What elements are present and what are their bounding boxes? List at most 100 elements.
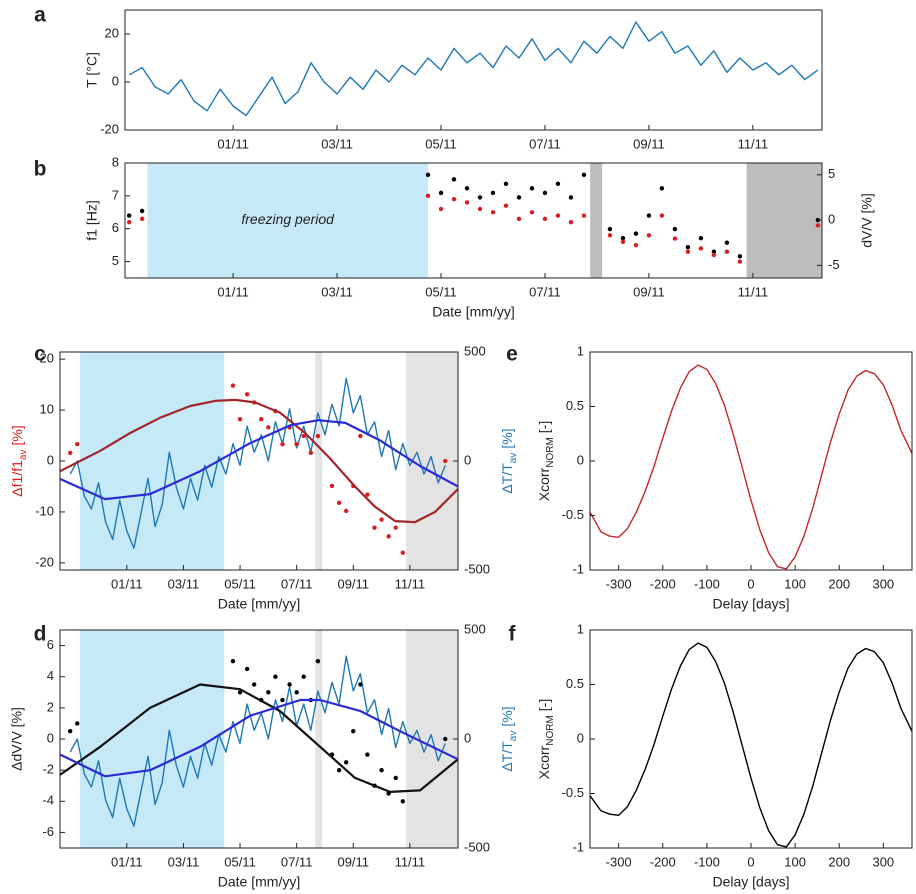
data-point: [237, 690, 243, 695]
data-point: [336, 767, 342, 773]
y-axis-label-main: Xcorr: [536, 467, 552, 501]
y-axis-label: T [°C]: [84, 52, 100, 88]
data-point: [230, 383, 236, 388]
y-axis-label-unit: [-]: [536, 699, 552, 711]
data-point: [737, 254, 743, 259]
x-tick-label: 09/11: [633, 136, 665, 151]
y2-tick-label: 500: [464, 621, 486, 636]
plot-area: [126, 163, 822, 278]
x-tick-label: 09/11: [337, 576, 369, 591]
data-point: [711, 252, 717, 258]
y2-axis-label-main: ΔT/T: [499, 463, 515, 494]
y-tick-label: -6: [42, 824, 54, 839]
y-axis-label-sub: av: [18, 450, 29, 461]
data-point: [503, 181, 509, 187]
y-tick-label: -4: [42, 793, 54, 808]
y-tick-label: -0.5: [562, 507, 584, 522]
y2-tick-label: 500: [464, 343, 486, 358]
y-tick-label: 10: [40, 402, 54, 417]
x-tick-label: 07/11: [281, 576, 313, 591]
data-point: [266, 690, 271, 695]
x-tick-label: 01/11: [217, 136, 249, 151]
x-axis-label: Delay [days]: [712, 874, 789, 890]
data-point: [438, 206, 444, 212]
x-tick-label: 05/11: [425, 284, 457, 299]
y2-tick-label: -500: [464, 839, 490, 854]
y-tick-label: -20: [35, 554, 54, 569]
y2-tick-label: 0: [464, 452, 471, 467]
data-point: [393, 775, 398, 781]
data-point: [633, 231, 639, 236]
data-point: [75, 721, 80, 726]
data-point: [607, 233, 613, 238]
data-point: [280, 697, 285, 703]
y2-tick-label: -500: [464, 561, 490, 576]
data-point: [581, 172, 587, 177]
panel-label: a: [34, 4, 46, 27]
data-point: [400, 550, 406, 555]
data-point: [139, 216, 145, 222]
data-point: [329, 483, 335, 489]
x-tick-label: 01/11: [111, 854, 143, 869]
data-point: [724, 240, 730, 245]
data-line: [590, 642, 912, 848]
y-axis-label: XcorrNORM [-]: [536, 699, 556, 779]
data-point: [685, 249, 691, 254]
data-point: [607, 226, 613, 232]
data-point: [287, 682, 292, 687]
plot-area: [60, 352, 458, 570]
data-point: [568, 219, 574, 225]
data-point: [315, 658, 321, 664]
x-tick-label: 05/11: [425, 136, 457, 151]
y-axis-label: Δf1/f1av [%]: [9, 425, 29, 496]
data-point: [451, 177, 457, 182]
panel-label: d: [34, 623, 47, 646]
data-point: [425, 172, 431, 177]
data-point: [451, 196, 457, 202]
data-point: [251, 682, 257, 687]
data-point: [633, 242, 639, 248]
y-tick-label: -10: [35, 503, 54, 518]
y-tick-label: -20: [100, 121, 119, 136]
y2-axis-label: dV/V [%]: [859, 193, 875, 247]
x-tick-label: 09/11: [337, 854, 369, 869]
y-tick-label: 20: [40, 351, 54, 366]
data-point: [672, 226, 678, 232]
y2-tick-label: 0: [828, 211, 835, 226]
data-point: [379, 767, 384, 773]
data-point: [443, 736, 448, 742]
data-point: [244, 666, 250, 672]
data-point: [516, 195, 522, 200]
x-tick-label: 11/11: [395, 854, 426, 869]
y-axis-label: XcorrNORM [-]: [536, 421, 556, 501]
data-point: [568, 195, 574, 200]
data-point: [372, 525, 377, 530]
data-point: [379, 517, 384, 522]
data-point: [815, 223, 821, 228]
data-point: [336, 500, 342, 505]
data-point: [620, 235, 626, 241]
y-tick-label: 0: [47, 452, 54, 467]
shaded-label: freezing period: [241, 211, 335, 227]
data-point: [273, 674, 278, 679]
x-tick-label: 200: [828, 576, 850, 591]
x-axis-label: Delay [days]: [712, 596, 789, 612]
data-line: [60, 398, 458, 524]
y2-axis-label: ΔT/Tav [%]: [499, 706, 519, 771]
data-point: [126, 213, 132, 218]
data-point: [490, 190, 496, 196]
x-tick-label: 07/11: [529, 284, 561, 299]
data-point: [542, 190, 548, 196]
y2-axis-label-sub: av: [508, 731, 519, 742]
x-axis-label: Date [mm/yy]: [218, 874, 300, 890]
y-tick-label: 4: [47, 668, 54, 683]
data-point: [503, 203, 509, 208]
data-point: [646, 233, 652, 238]
data-point: [737, 259, 743, 264]
y-tick-label: -0.5: [562, 785, 584, 800]
data-point: [542, 216, 548, 222]
data-point: [386, 534, 391, 539]
y2-axis-label-unit: [%]: [499, 706, 515, 726]
data-point: [555, 181, 561, 187]
y-tick-label: 6: [112, 220, 119, 235]
